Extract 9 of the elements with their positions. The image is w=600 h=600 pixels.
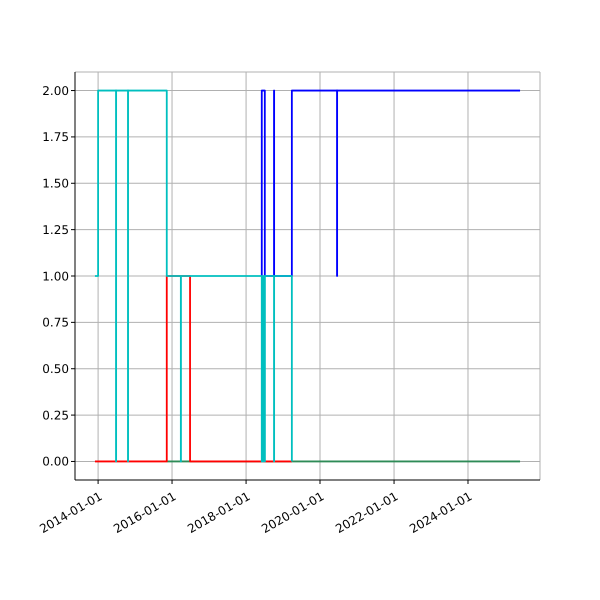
y-tick-label: 1.50 xyxy=(42,176,69,191)
y-tick-label: 1.75 xyxy=(42,130,69,144)
y-tick-label: 0.75 xyxy=(42,316,69,330)
y-tick-label: 2.00 xyxy=(42,84,69,98)
y-tick-label: 0.00 xyxy=(42,454,69,469)
y-tick-label: 1.00 xyxy=(42,269,69,284)
y-tick-label: 0.25 xyxy=(42,408,69,422)
y-tick-label: 1.25 xyxy=(42,222,69,237)
y-tick-label: 0.50 xyxy=(42,362,69,376)
